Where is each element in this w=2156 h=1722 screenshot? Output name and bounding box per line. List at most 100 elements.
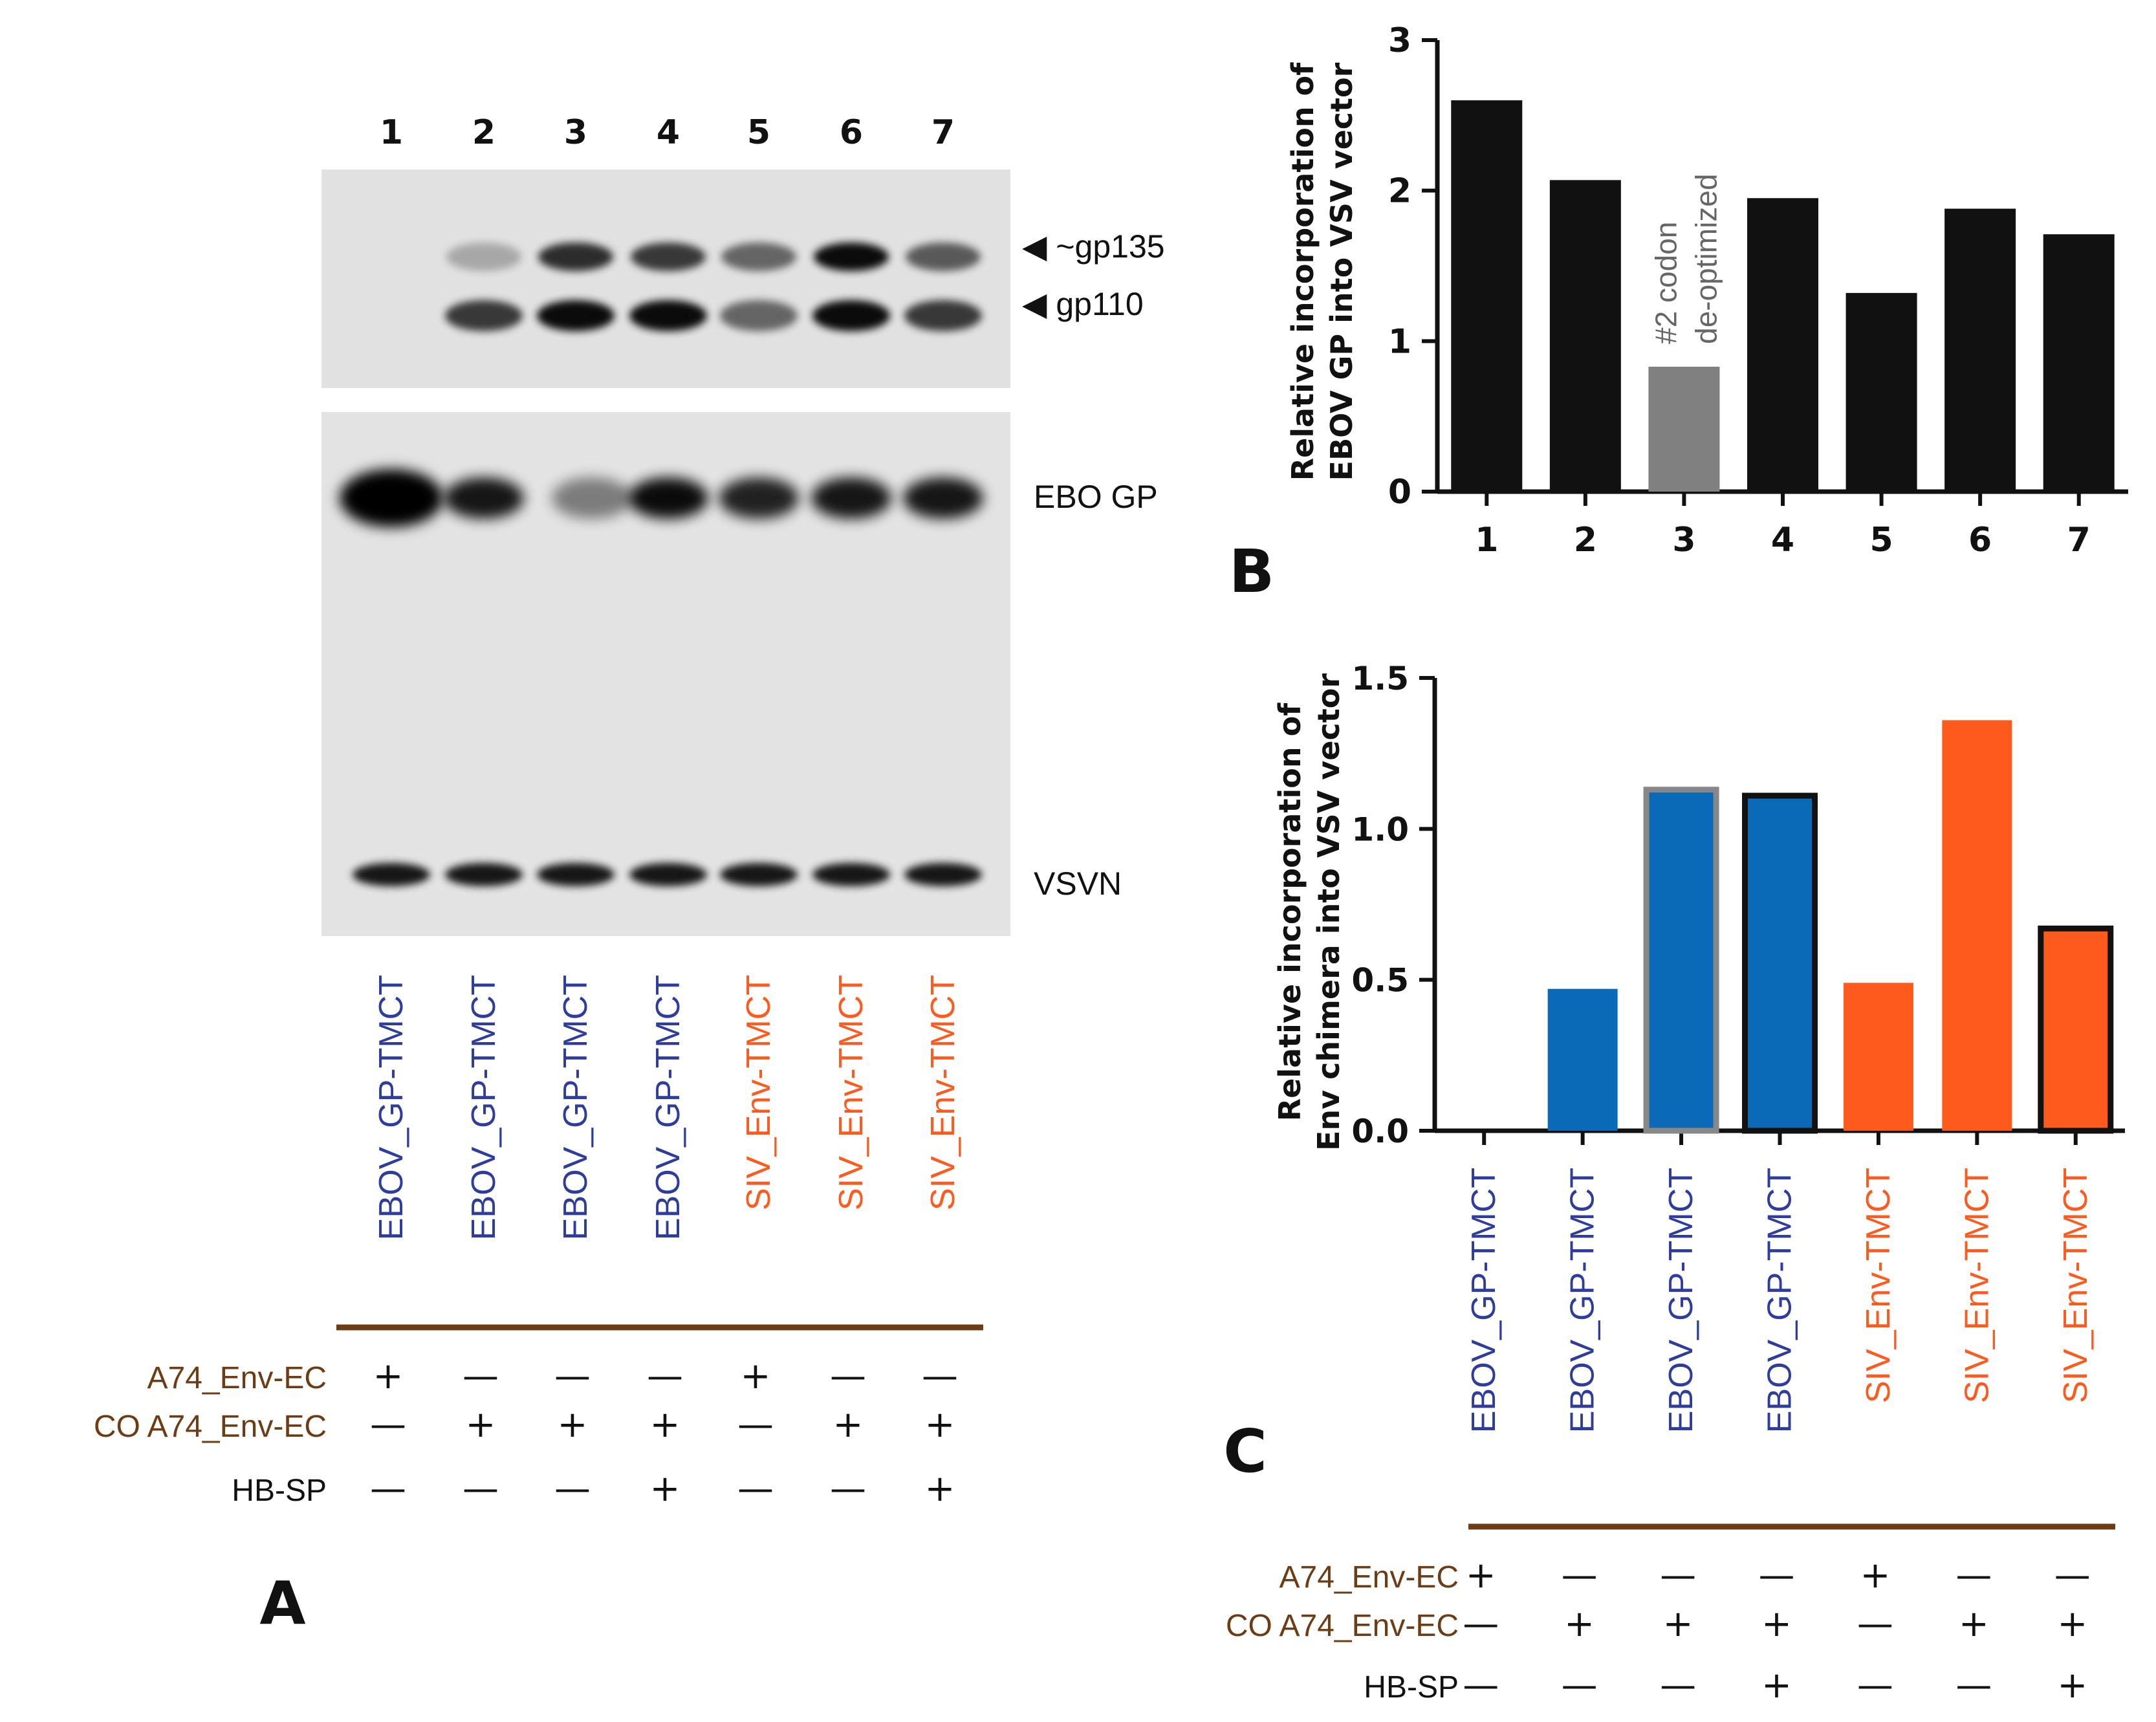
row-label-hb-sp: HB-SP <box>232 1474 327 1508</box>
c-condition-mark: — <box>1857 1603 1893 1645</box>
condition-mark: — <box>830 1355 866 1397</box>
band-ebo-gp <box>719 477 799 519</box>
condition-mark: — <box>737 1468 774 1510</box>
condition-mark: + <box>833 1404 864 1446</box>
lane-name: SIV_Env-TMCT <box>924 975 962 1210</box>
c-y-tick-label: 0.0 <box>1351 1113 1409 1150</box>
panel-c-condition-table: + — — — + — — + — — + + + — — — + — — + + <box>1463 1554 2091 1706</box>
c-row-label-hb-sp: HB-SP <box>1364 1670 1459 1705</box>
b-y-tick-label: 1 <box>1388 322 1411 361</box>
panel-a-western-blot: 1 2 3 4 5 6 7 ◀ ~gp135 ◀ gp110 EBO GP VSVN EBO… <box>94 113 1165 1638</box>
lane-number: 4 <box>657 113 680 152</box>
band-gp110 <box>812 300 890 331</box>
lane-number: 1 <box>380 113 403 152</box>
c-x-tick-label: SIV_Env-TMCT <box>1958 1168 1996 1403</box>
condition-mark: — <box>830 1468 866 1510</box>
c-x-tick-label: EBOV_GP-TMCT <box>1761 1168 1799 1433</box>
condition-mark: — <box>922 1355 958 1397</box>
b-bar <box>1648 366 1720 492</box>
b-x-tick-label: 7 <box>2067 521 2091 560</box>
c-bar <box>1643 787 1719 1134</box>
c-x-tick-label: EBOV_GP-TMCT <box>1465 1168 1503 1433</box>
c-x-tick-label: EBOV_GP-TMCT <box>1564 1168 1602 1433</box>
c-row-label-co-a74: CO A74_Env-EC <box>1226 1609 1459 1643</box>
b-y-label-line1: Relative incorporation of <box>1285 62 1320 481</box>
condition-mark: + <box>650 1404 681 1446</box>
panel-c-chart: 0.0 0.5 1.0 1.5 EBOV_GP-TMCT EBOV_GP-TMCT EBOV… <box>1223 660 2125 1706</box>
band-gp135 <box>446 243 521 271</box>
c-bar <box>1547 988 1618 1131</box>
band-gp110 <box>537 300 615 331</box>
band-gp135 <box>538 243 613 271</box>
blot-bottom <box>321 412 1010 936</box>
panel-letter-c: C <box>1223 1417 1267 1486</box>
condition-mark: + <box>925 1404 955 1446</box>
c-x-tick-label: SIV_Env-TMCT <box>2057 1168 2095 1403</box>
c-y-tick-label: 1.5 <box>1351 660 1409 697</box>
c-bar <box>1742 792 1818 1134</box>
c-condition-mark: — <box>2054 1554 2091 1597</box>
band-ebo-gp <box>903 477 983 519</box>
c-condition-mark: + <box>1466 1554 1496 1597</box>
blot-bottom-bands <box>340 469 983 886</box>
c-condition-mark: — <box>1463 1603 1499 1645</box>
b-y-tick-label: 3 <box>1388 21 1411 60</box>
condition-mark: + <box>466 1404 496 1446</box>
lane-number: 5 <box>747 113 770 152</box>
c-bar <box>1942 720 2012 1131</box>
b-bar <box>1846 292 1917 492</box>
c-y-label-line1: Relative incorporation of <box>1272 703 1307 1121</box>
band-ebo-gp <box>628 477 708 519</box>
b-bar <box>1451 100 1523 492</box>
condition-mark: + <box>741 1355 771 1397</box>
band-ebo-gp <box>552 477 632 519</box>
b-x-tick-label: 1 <box>1475 521 1498 560</box>
c-condition-mark: — <box>1955 1664 1992 1706</box>
b-annotation-line1: #2 codon <box>1649 222 1682 344</box>
band-gp135 <box>906 243 981 271</box>
lane-name: EBOV_GP-TMCT <box>649 975 687 1240</box>
row-label-a74: A74_Env-EC <box>147 1361 327 1395</box>
panel-b-chart: 0 1 2 3 1 2 3 4 5 6 7 #2 codon de-optimized Relative… <box>1229 21 2128 606</box>
blot-top-membrane <box>321 169 1010 388</box>
lane-number: 3 <box>564 113 587 152</box>
condition-mark: — <box>370 1404 406 1446</box>
band-gp110 <box>629 300 707 331</box>
condition-mark: + <box>925 1468 955 1510</box>
b-x-tick-label: 3 <box>1672 521 1695 560</box>
c-condition-mark: — <box>1660 1664 1696 1706</box>
band-ebo-gp <box>811 477 891 519</box>
band-ebo-gp <box>340 469 443 527</box>
condition-mark: — <box>737 1404 774 1446</box>
c-condition-mark: + <box>1564 1603 1595 1645</box>
band-vsvn <box>904 863 982 886</box>
b-x-tick-label: 5 <box>1869 521 1893 560</box>
lane-name: EBOV_GP-TMCT <box>557 975 594 1240</box>
label-gp135: ◀ ~gp135 <box>1022 228 1165 265</box>
c-condition-mark: — <box>1463 1664 1499 1706</box>
condition-mark: — <box>554 1355 591 1397</box>
b-x-tick-label: 2 <box>1574 521 1597 560</box>
condition-mark: — <box>370 1468 406 1510</box>
band-gp110 <box>904 300 982 331</box>
lane-name: EBOV_GP-TMCT <box>373 975 410 1240</box>
condition-mark: — <box>463 1468 499 1510</box>
condition-mark: — <box>647 1355 683 1397</box>
condition-mark: — <box>554 1468 591 1510</box>
c-condition-mark: — <box>1759 1554 1795 1597</box>
b-y-tick-label: 0 <box>1388 473 1411 512</box>
band-gp135 <box>814 243 889 271</box>
b-x-tick-label: 6 <box>1968 521 1992 560</box>
lane-number: 2 <box>472 113 495 152</box>
c-condition-mark: + <box>1761 1664 1792 1706</box>
c-condition-mark: — <box>1955 1554 1992 1597</box>
label-ebo-gp: EBO GP <box>1034 479 1158 515</box>
band-ebo-gp <box>444 477 524 519</box>
lane-number: 6 <box>840 113 863 152</box>
row-label-co-a74: CO A74_Env-EC <box>94 1410 327 1444</box>
b-bar <box>1549 180 1621 492</box>
c-condition-mark: — <box>1857 1664 1893 1706</box>
lane-name: EBOV_GP-TMCT <box>465 975 503 1240</box>
c-condition-mark: + <box>2057 1603 2087 1645</box>
